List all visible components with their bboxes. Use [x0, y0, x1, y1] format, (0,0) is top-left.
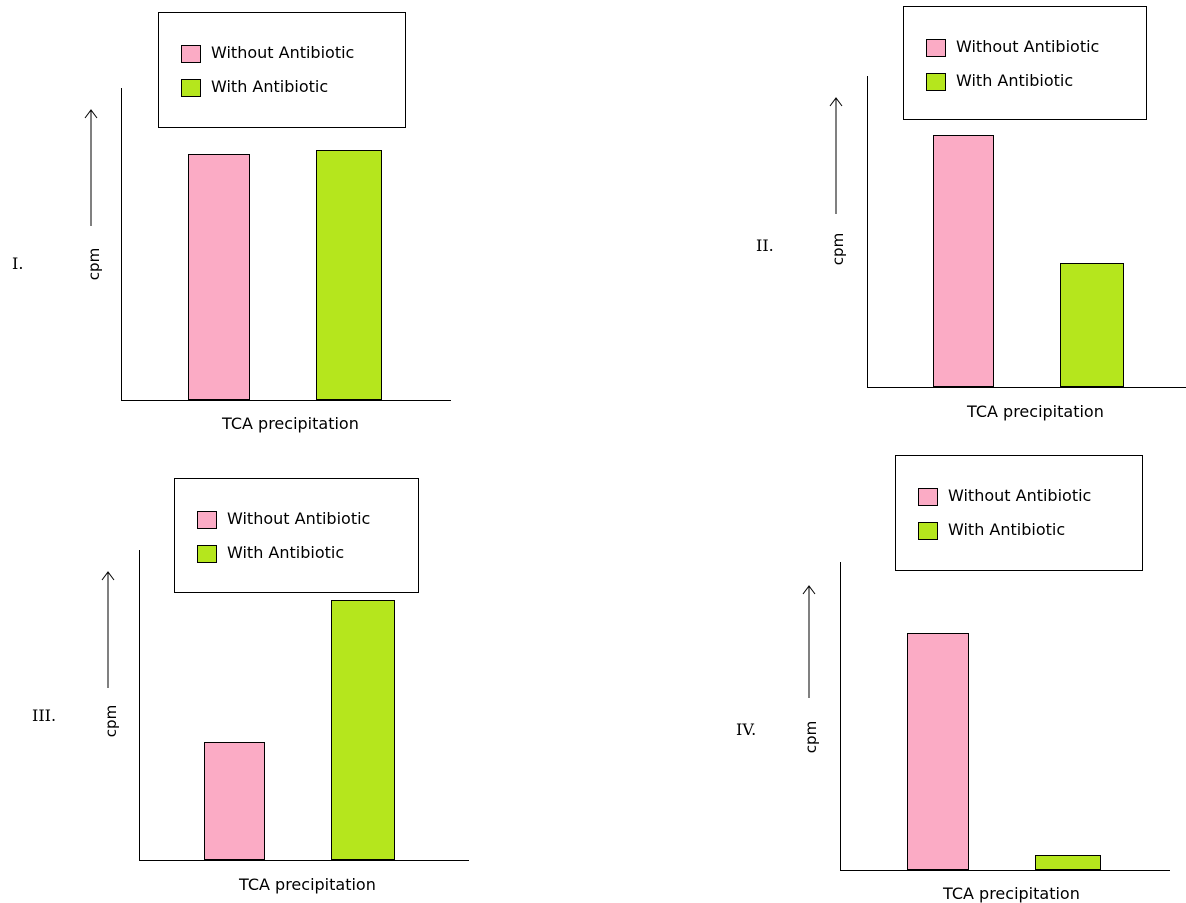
legend-swatch-without [181, 45, 201, 63]
legend-swatch-without [918, 488, 938, 506]
legend: Without Antibiotic With Antibiotic [174, 478, 419, 593]
legend-label-with: With Antibiotic [211, 77, 329, 96]
x-axis [840, 870, 1170, 871]
legend-label-with: With Antibiotic [956, 71, 1074, 90]
legend-label-with: With Antibiotic [227, 543, 345, 562]
bar-without-antibiotic [204, 742, 265, 860]
y-axis [121, 88, 122, 400]
legend-label-without: Without Antibiotic [227, 509, 371, 528]
y-axis [840, 562, 841, 870]
y-axis-label: cpm [102, 704, 121, 738]
legend-swatch-with [918, 522, 938, 540]
bar-with-antibiotic [331, 600, 395, 860]
legend-label-with: With Antibiotic [948, 520, 1066, 539]
y-axis-label: cpm [802, 720, 821, 754]
bar-without-antibiotic [907, 633, 969, 870]
x-axis [867, 387, 1186, 388]
y-axis [139, 550, 140, 860]
x-axis-label: TCA precipitation [967, 402, 1104, 421]
up-arrow-icon [101, 571, 115, 688]
x-axis-label: TCA precipitation [239, 875, 376, 894]
x-axis [121, 400, 451, 401]
legend-swatch-with [926, 73, 946, 91]
legend: Without Antibiotic With Antibiotic [158, 12, 406, 128]
legend: Without Antibiotic With Antibiotic [903, 6, 1147, 120]
panel-label: IV. [736, 720, 757, 739]
panel-label: III. [32, 706, 57, 725]
y-axis [867, 76, 868, 387]
legend-label-without: Without Antibiotic [956, 37, 1100, 56]
panel-label: II. [756, 236, 774, 255]
legend-swatch-without [926, 39, 946, 57]
bar-without-antibiotic [933, 135, 994, 387]
legend-swatch-with [197, 545, 217, 563]
y-axis-label: cpm [829, 232, 848, 266]
panel-label: I. [12, 254, 24, 273]
bar-without-antibiotic [188, 154, 250, 400]
y-axis-label: cpm [85, 247, 104, 281]
up-arrow-icon [829, 97, 843, 214]
legend-swatch-with [181, 79, 201, 97]
bar-with-antibiotic [1060, 263, 1124, 387]
x-axis-label: TCA precipitation [943, 884, 1080, 903]
bar-with-antibiotic [1035, 855, 1101, 870]
legend-label-without: Without Antibiotic [211, 43, 355, 62]
legend-swatch-without [197, 511, 217, 529]
x-axis [139, 860, 469, 861]
up-arrow-icon [84, 109, 98, 226]
bar-with-antibiotic [316, 150, 382, 400]
legend: Without Antibiotic With Antibiotic [895, 455, 1143, 571]
up-arrow-icon [802, 585, 816, 698]
x-axis-label: TCA precipitation [222, 414, 359, 433]
legend-label-without: Without Antibiotic [948, 486, 1092, 505]
